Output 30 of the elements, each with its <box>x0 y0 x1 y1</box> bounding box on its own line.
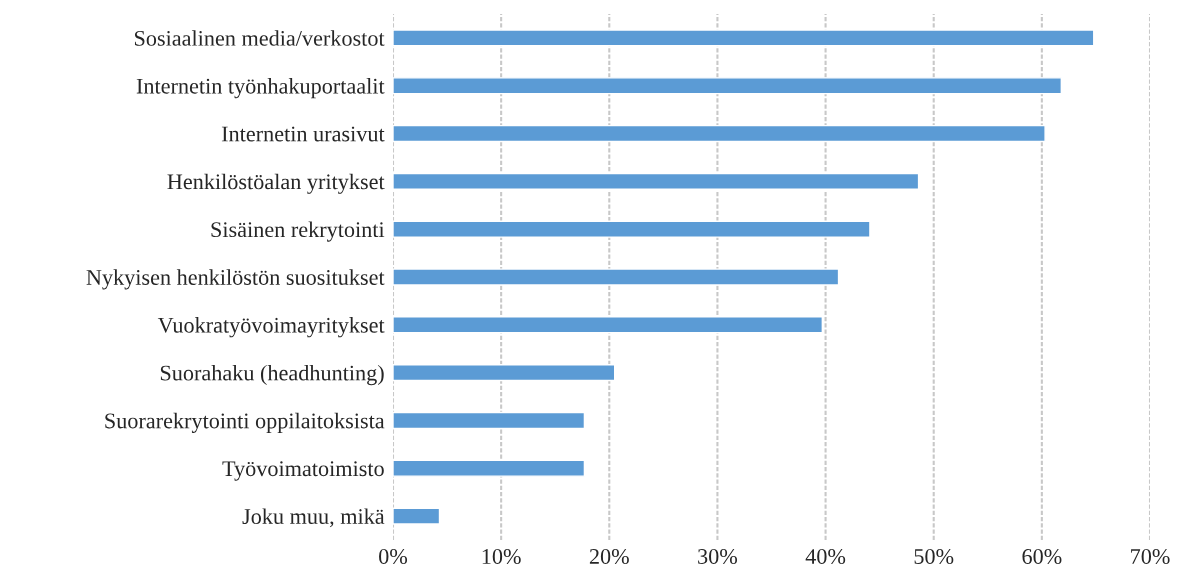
bar <box>393 507 441 525</box>
bar <box>393 124 1046 143</box>
x-tick-label: 30% <box>698 548 738 565</box>
y-tick-label: Vuokratyövoimayritykset <box>157 317 385 338</box>
x-tick-label: 50% <box>914 548 954 565</box>
x-tick-label: 60% <box>1022 548 1062 565</box>
y-tick-label: Joku muu, mikä <box>242 508 385 528</box>
bar <box>393 411 586 430</box>
y-tick-label: Suorarekrytointi oppilaitoksista <box>105 412 385 433</box>
bar <box>393 268 840 286</box>
x-tick-label: 0% <box>379 548 408 565</box>
bar <box>393 220 871 238</box>
y-tick-label: Suorahaku (headhunting) <box>160 364 384 386</box>
bar <box>393 77 1063 95</box>
bar <box>393 172 920 190</box>
y-tick-label: Internetin urasivut <box>221 126 385 142</box>
y-tick-label: Työvoimatoimisto <box>222 461 384 481</box>
x-tick-label: 10% <box>482 548 521 565</box>
y-tick-label: Henkilöstöalan yritykset <box>167 173 385 194</box>
bar <box>393 316 824 334</box>
y-tick-label: Sosiaalinen media/verkostot <box>134 30 385 46</box>
bar <box>393 29 1095 47</box>
y-tick-label: Internetin työnhakuportaalit <box>136 78 385 99</box>
x-tick-label: 70% <box>1131 548 1170 565</box>
y-tick-label: Sisäinen rekrytointi <box>211 221 385 242</box>
y-tick-label: Nykyisen henkilöstön suositukset <box>86 269 385 290</box>
bar <box>393 459 586 477</box>
bar <box>393 364 616 382</box>
x-tick-label: 40% <box>805 548 846 565</box>
x-tick-label: 20% <box>589 548 629 565</box>
